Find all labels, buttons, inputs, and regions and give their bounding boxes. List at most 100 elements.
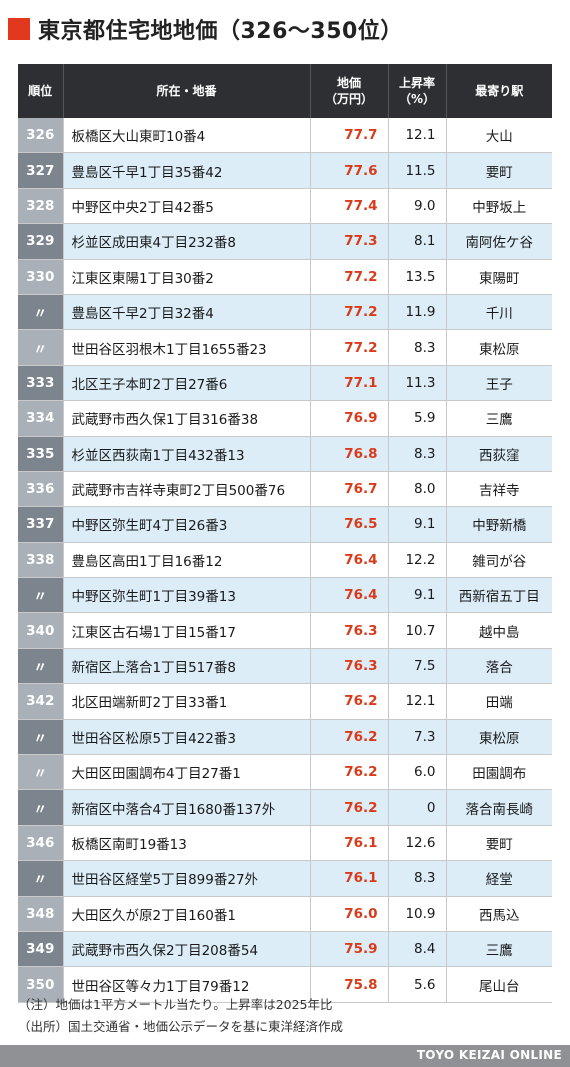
- rate-cell: 8.3: [387, 329, 446, 366]
- station-cell: 三鷹: [445, 931, 552, 968]
- station-cell: 東陽町: [445, 259, 552, 295]
- address-cell: 新宿区中落合4丁目1680番137外: [62, 789, 310, 826]
- table-row: 337 中野区弥生町4丁目26番3 76.5 9.1 中野新橋: [18, 506, 552, 543]
- station-cell: 経堂: [445, 860, 552, 897]
- rate-cell: 9.1: [387, 577, 446, 614]
- title-bar: 東京都住宅地地価（326〜350位）: [8, 12, 403, 46]
- price-cell: 77.4: [309, 188, 388, 225]
- station-cell: 東松原: [445, 719, 552, 756]
- station-cell: 落合南長崎: [445, 789, 552, 826]
- price-cell: 76.3: [309, 648, 388, 685]
- station-cell: 大山: [445, 118, 552, 154]
- table-row: 〃世田谷区羽根木1丁目1655番23 77.2 8.3 東松原: [18, 329, 552, 366]
- station-cell: 落合: [445, 648, 552, 685]
- rank-cell: 330: [18, 259, 63, 295]
- station-cell: 千川: [445, 294, 552, 331]
- table-row: 350 世田谷区等々力1丁目79番12 75.8 5.6 尾山台: [18, 966, 552, 1003]
- price-cell: 76.5: [309, 506, 388, 543]
- price-cell: 77.6: [309, 152, 388, 189]
- rate-cell: 11.9: [387, 294, 446, 331]
- price-cell: 75.8: [309, 966, 388, 1003]
- station-cell: 東松原: [445, 329, 552, 366]
- address-cell: 中野区中央2丁目42番5: [62, 188, 310, 225]
- rank-cell: 334: [18, 400, 63, 437]
- rate-cell: 9.1: [387, 506, 446, 543]
- address-cell: 大田区久が原2丁目160番1: [62, 896, 310, 932]
- price-cell: 76.4: [309, 577, 388, 614]
- station-cell: 吉祥寺: [445, 471, 552, 508]
- rate-cell: 9.0: [387, 188, 446, 225]
- price-cell: 76.3: [309, 612, 388, 649]
- rate-cell: 8.3: [387, 860, 446, 897]
- footer-bar: TOYO KEIZAI ONLINE: [0, 1045, 570, 1067]
- rank-cell: 328: [18, 188, 63, 225]
- rate-cell: 7.5: [387, 648, 446, 685]
- price-cell: 77.2: [309, 259, 388, 295]
- station-cell: 西荻窪: [445, 436, 552, 472]
- address-cell: 大田区田園調布4丁目27番1: [62, 754, 310, 791]
- rate-cell: 5.9: [387, 400, 446, 437]
- rank-cell: 348: [18, 896, 63, 932]
- header-rate-line1: 上昇率: [398, 76, 435, 90]
- address-cell: 中野区弥生町4丁目26番3: [62, 506, 310, 543]
- address-cell: 世田谷区松原5丁目422番3: [62, 719, 310, 756]
- rank-cell: 〃: [18, 754, 63, 791]
- address-cell: 武蔵野市西久保1丁目316番38: [62, 400, 310, 437]
- address-cell: 豊島区千早2丁目32番4: [62, 294, 310, 331]
- station-cell: 越中島: [445, 612, 552, 649]
- address-cell: 杉並区西荻南1丁目432番13: [62, 436, 310, 472]
- address-cell: 北区田端新町2丁目33番1: [62, 683, 310, 720]
- table-row: 〃大田区田園調布4丁目27番1 76.2 6.0 田園調布: [18, 754, 552, 791]
- table-row: 326 板橋区大山東町10番4 77.7 12.1 大山: [18, 118, 552, 154]
- address-cell: 江東区東陽1丁目30番2: [62, 259, 310, 295]
- price-cell: 76.4: [309, 542, 388, 579]
- price-cell: 76.1: [309, 825, 388, 862]
- rate-cell: 8.3: [387, 436, 446, 472]
- table-row: 335 杉並区西荻南1丁目432番13 76.8 8.3 西荻窪: [18, 436, 552, 472]
- rate-cell: 12.1: [387, 118, 446, 154]
- page-title: 東京都住宅地地価（326〜350位）: [38, 19, 403, 44]
- footer-brand: TOYO KEIZAI ONLINE: [416, 1048, 562, 1062]
- table-row: 333 北区王子本町2丁目27番6 77.1 11.3 王子: [18, 365, 552, 402]
- land-price-table: 順位 所在・地番 地価 （万円） 上昇率 （%） 最寄り駅 326 板橋区大山東町…: [18, 64, 552, 1003]
- station-cell: 要町: [445, 825, 552, 862]
- rate-cell: 7.3: [387, 719, 446, 756]
- rate-cell: 12.1: [387, 683, 446, 720]
- price-cell: 76.2: [309, 789, 388, 826]
- rate-cell: 10.7: [387, 612, 446, 649]
- table-row: 342 北区田端新町2丁目33番1 76.2 12.1 田端: [18, 683, 552, 720]
- price-cell: 75.9: [309, 931, 388, 968]
- rank-cell: 337: [18, 506, 63, 543]
- table-body: 326 板橋区大山東町10番4 77.7 12.1 大山 327 豊島区千早1丁目35番42…: [18, 118, 552, 1003]
- station-cell: 王子: [445, 365, 552, 402]
- source-line: （出所）国土交通省・地価公示データを基に東洋経済作成: [18, 1019, 344, 1034]
- table-row: 346 板橋区南町19番13 76.1 12.6 要町: [18, 825, 552, 862]
- note-line: （注）地価は1平方メートル当たり。上昇率は2025年比: [18, 997, 333, 1012]
- price-cell: 77.7: [309, 118, 388, 154]
- header-rate-line2: （%）: [398, 92, 436, 106]
- station-cell: 要町: [445, 152, 552, 189]
- price-cell: 77.2: [309, 294, 388, 331]
- address-cell: 武蔵野市西久保2丁目208番54: [62, 931, 310, 968]
- rate-cell: 11.3: [387, 365, 446, 402]
- address-cell: 板橋区南町19番13: [62, 825, 310, 862]
- rate-cell: 6.0: [387, 754, 446, 791]
- rank-cell: 329: [18, 223, 63, 260]
- station-cell: 田園調布: [445, 754, 552, 791]
- price-cell: 76.2: [309, 683, 388, 720]
- price-cell: 76.1: [309, 860, 388, 897]
- table-row: 328 中野区中央2丁目42番5 77.4 9.0 中野坂上: [18, 188, 552, 225]
- rate-cell: 13.5: [387, 259, 446, 295]
- header-price: 地価 （万円）: [309, 64, 388, 118]
- table-row: 329 杉並区成田東4丁目232番8 77.3 8.1 南阿佐ケ谷: [18, 223, 552, 260]
- station-cell: 雑司が谷: [445, 542, 552, 579]
- rate-cell: 8.4: [387, 931, 446, 968]
- header-rank: 順位: [18, 64, 63, 118]
- rate-cell: 10.9: [387, 896, 446, 932]
- price-cell: 77.3: [309, 223, 388, 260]
- address-cell: 豊島区千早1丁目35番42: [62, 152, 310, 189]
- rank-cell: 346: [18, 825, 63, 862]
- rate-cell: 11.5: [387, 152, 446, 189]
- table-row: 〃新宿区中落合4丁目1680番137外 76.2 0 落合南長崎: [18, 789, 552, 826]
- price-cell: 77.2: [309, 329, 388, 366]
